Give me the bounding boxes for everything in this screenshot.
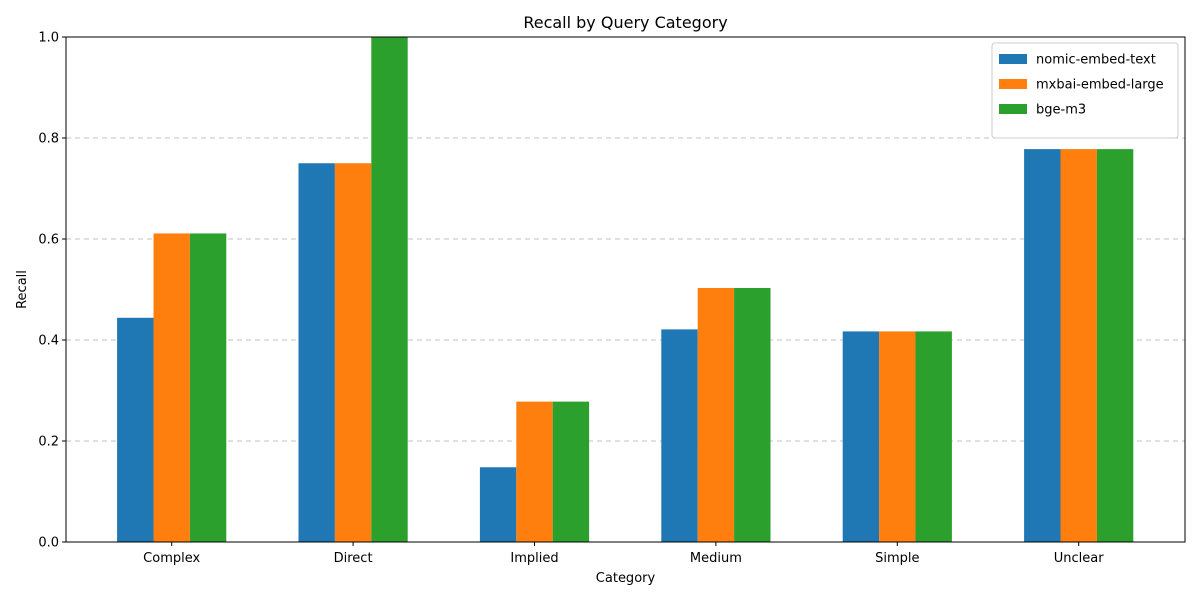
bar-mxbai-embed-large-medium <box>697 287 735 542</box>
bar-mxbai-embed-large-simple <box>879 331 916 542</box>
bar-nomic-embed-text-medium <box>661 329 698 542</box>
legend-label: nomic-embed-text <box>1036 53 1156 68</box>
bars <box>117 37 1134 543</box>
plot-frame <box>65 36 1186 543</box>
bar-nomic-embed-text-simple <box>842 331 880 542</box>
bar-nomic-embed-text-implied <box>479 467 517 542</box>
bar-bge-m3-medium <box>734 287 771 542</box>
y-axis-label: Recall <box>15 270 30 309</box>
x-axis-label: Category <box>596 571 656 586</box>
bar-bge-m3-direct <box>371 37 408 542</box>
legend: nomic-embed-text mxbai-embed-large bge-m3 <box>991 42 1179 139</box>
x-tick-label: Medium <box>690 551 742 566</box>
bar-mxbai-embed-large-direct <box>334 163 372 542</box>
legend-swatch <box>999 54 1027 64</box>
bar-mxbai-embed-large-implied <box>516 401 553 542</box>
y-tick-label: 0.0 <box>38 536 59 551</box>
bar-mxbai-embed-large-unclear <box>1060 149 1097 543</box>
chart-title: Recall by Query Category <box>523 13 727 32</box>
legend-label: bge-m3 <box>1036 103 1086 118</box>
bar-mxbai-embed-large-complex <box>153 233 190 542</box>
y-tick-label: 0.6 <box>38 233 59 248</box>
legend-box <box>991 42 1179 139</box>
x-tick-label: Unclear <box>1054 551 1104 566</box>
bar-nomic-embed-text-complex <box>117 317 154 542</box>
y-tick-label: 0.2 <box>38 435 59 450</box>
y-tick-label: 0.8 <box>38 132 59 147</box>
bar-bge-m3-complex <box>189 233 227 542</box>
bar-nomic-embed-text-unclear <box>1024 149 1061 543</box>
x-tick-label: Simple <box>875 551 919 566</box>
x-tick-label: Complex <box>143 551 200 566</box>
axis-ticks: 0.0 0.2 0.4 0.6 0.8 1.0 Complex Direct Implied Me… <box>38 31 1104 567</box>
bar-bge-m3-unclear <box>1096 149 1134 543</box>
y-tick-label: 1.0 <box>38 31 59 46</box>
bar-nomic-embed-text-direct <box>298 163 335 542</box>
y-tick-label: 0.4 <box>38 334 59 349</box>
legend-swatch <box>999 79 1027 89</box>
legend-label: mxbai-embed-large <box>1036 78 1164 93</box>
x-tick-label: Direct <box>334 551 373 566</box>
x-tick-label: Implied <box>510 551 558 566</box>
legend-swatch <box>999 104 1027 114</box>
grid-lines <box>66 137 1185 442</box>
bar-bge-m3-implied <box>552 401 590 542</box>
bar-bge-m3-simple <box>915 331 952 542</box>
